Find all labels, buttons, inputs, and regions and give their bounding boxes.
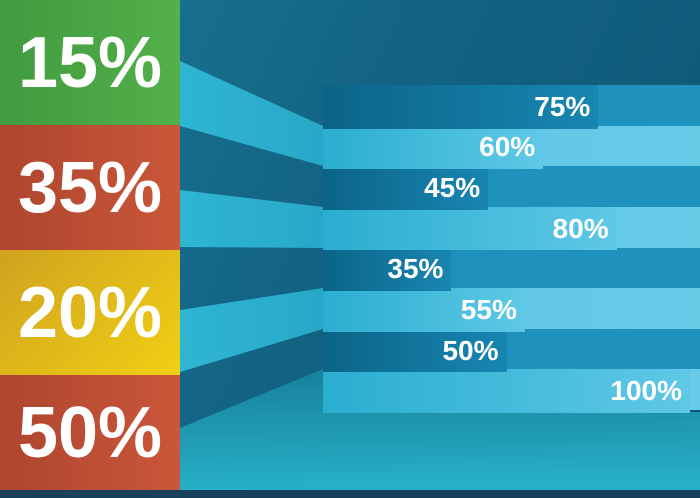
front-block-label: 35% [17,147,163,228]
bar-fill: 50% [323,328,507,373]
bar-row: 60% [323,125,700,170]
front-block: 35% [0,125,180,250]
bar-value-label: 80% [552,212,609,244]
bar-fill: 55% [323,288,525,332]
bar-fill: 75% [323,85,599,129]
front-block-label: 15% [17,22,163,103]
ray-2 [180,190,323,248]
bar-value-label: 35% [387,253,444,285]
front-block: 20% [0,250,180,375]
front-block: 15% [0,0,180,125]
bar-value-label: 55% [460,293,517,325]
bar-fill: 80% [323,206,617,251]
ray-3 [180,288,323,372]
bar-value-label: 50% [442,334,499,366]
bar-value-label: 100% [610,375,682,407]
ray-4-floor [180,369,700,490]
front-block-label: 20% [17,272,163,353]
front-block-label: 50% [17,392,163,473]
bar-row: 100% [323,369,700,413]
bar-value-label: 60% [479,131,536,163]
front-blocks: 15% 35% 20% 50% [0,0,180,490]
bar-row: 80% [323,206,700,251]
bottom-navy-strip [0,490,700,498]
bar-row: 75% [323,85,700,129]
bar-value-label: 45% [424,172,481,204]
bar-row: 45% [323,166,700,210]
bar-row: 50% [323,328,700,373]
bar-fill: 60% [323,125,544,170]
bar-fill: 45% [323,166,489,210]
bar-fill: 100% [323,369,690,413]
bar-fill: 35% [323,247,452,292]
front-block: 50% [0,375,180,490]
bar-row: 35% [323,247,700,292]
bar-value-label: 75% [534,90,591,122]
bar-row: 55% [323,288,700,332]
bar-panel: 75% 60% 45% 80% 35% 55% 50% 100% [323,85,700,413]
ray-1 [180,61,323,166]
